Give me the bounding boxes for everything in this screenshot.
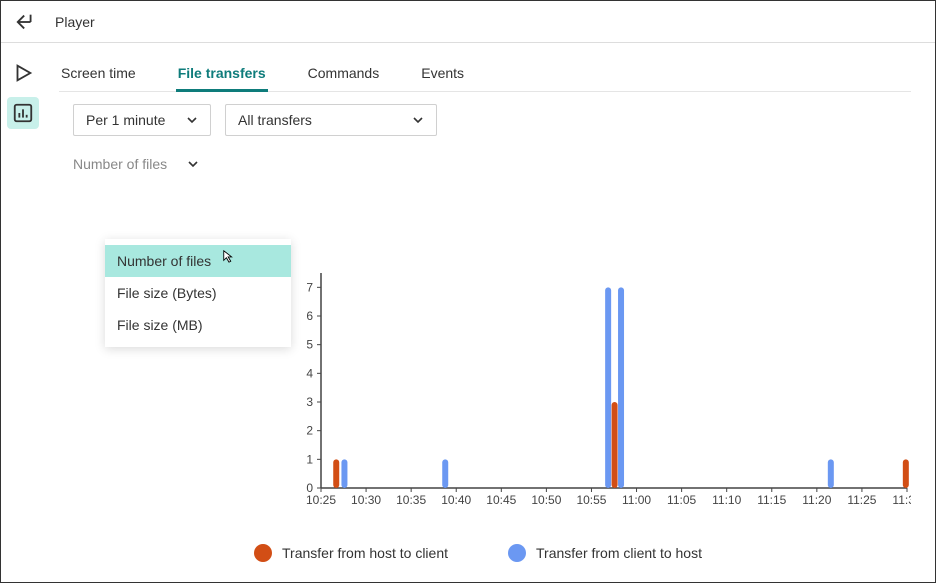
back-button[interactable] xyxy=(15,11,37,33)
svg-text:2: 2 xyxy=(306,424,313,438)
interval-select[interactable]: Per 1 minute xyxy=(73,104,211,136)
chart-area: 0123456710:2510:3010:3510:4010:4510:5010… xyxy=(295,271,911,510)
svg-text:10:30: 10:30 xyxy=(351,493,381,507)
chevron-down-icon xyxy=(187,158,199,170)
tab-commands[interactable]: Commands xyxy=(308,59,380,91)
back-arrow-icon xyxy=(15,11,37,33)
svg-text:5: 5 xyxy=(306,338,313,352)
filter-row: Per 1 minute All transfers xyxy=(73,104,911,136)
legend-item-client-to-host: Transfer from client to host xyxy=(508,544,702,562)
svg-text:10:35: 10:35 xyxy=(396,493,426,507)
rail-chart-button[interactable] xyxy=(7,97,39,129)
rail-play-button[interactable] xyxy=(7,57,39,89)
metric-dropdown: Number of files File size (Bytes) File s… xyxy=(105,239,291,347)
metric-option-file-size-bytes[interactable]: File size (Bytes) xyxy=(105,277,291,309)
svg-text:10:45: 10:45 xyxy=(486,493,516,507)
left-rail xyxy=(1,43,45,582)
legend-label: Transfer from client to host xyxy=(536,545,702,561)
transfer-type-select-value: All transfers xyxy=(238,112,312,128)
metric-option-number-of-files[interactable]: Number of files xyxy=(105,245,291,277)
transfer-type-select[interactable]: All transfers xyxy=(225,104,437,136)
tab-screen-time[interactable]: Screen time xyxy=(61,59,136,91)
svg-text:1: 1 xyxy=(306,452,313,466)
svg-text:11:20: 11:20 xyxy=(802,493,831,507)
svg-text:3: 3 xyxy=(306,395,313,409)
svg-text:7: 7 xyxy=(306,280,313,294)
chevron-down-icon xyxy=(412,114,424,126)
svg-text:11:05: 11:05 xyxy=(667,493,696,507)
tab-bar: Screen time File transfers Commands Even… xyxy=(59,59,911,92)
metric-row: Number of files xyxy=(73,152,911,176)
main-panel: Screen time File transfers Commands Even… xyxy=(45,43,935,582)
legend-item-host-to-client: Transfer from host to client xyxy=(254,544,448,562)
chevron-down-icon xyxy=(186,114,198,126)
tab-events[interactable]: Events xyxy=(421,59,464,91)
interval-select-value: Per 1 minute xyxy=(86,112,165,128)
metric-select-value: Number of files xyxy=(73,156,167,172)
metric-select[interactable]: Number of files xyxy=(73,152,211,176)
svg-text:6: 6 xyxy=(306,309,313,323)
svg-text:4: 4 xyxy=(306,366,313,380)
metric-option-file-size-mb[interactable]: File size (MB) xyxy=(105,309,291,341)
svg-text:11:10: 11:10 xyxy=(712,493,741,507)
page-title: Player xyxy=(55,14,95,30)
bar-chart: 0123456710:2510:3010:3510:4010:4510:5010… xyxy=(295,271,911,510)
tab-file-transfers[interactable]: File transfers xyxy=(178,59,266,91)
legend-label: Transfer from host to client xyxy=(282,545,448,561)
svg-text:10:40: 10:40 xyxy=(441,493,471,507)
svg-text:11:25: 11:25 xyxy=(847,493,876,507)
svg-text:11:15: 11:15 xyxy=(757,493,786,507)
legend-dot-icon xyxy=(254,544,272,562)
legend-dot-icon xyxy=(508,544,526,562)
svg-text:10:50: 10:50 xyxy=(531,493,561,507)
svg-text:10:55: 10:55 xyxy=(576,493,606,507)
play-icon xyxy=(12,62,34,84)
bar-chart-icon xyxy=(12,102,34,124)
svg-text:11:00: 11:00 xyxy=(622,493,651,507)
legend: Transfer from host to client Transfer fr… xyxy=(45,544,911,562)
svg-text:11:30: 11:30 xyxy=(892,493,911,507)
header: Player xyxy=(1,1,935,43)
svg-text:10:25: 10:25 xyxy=(306,493,336,507)
